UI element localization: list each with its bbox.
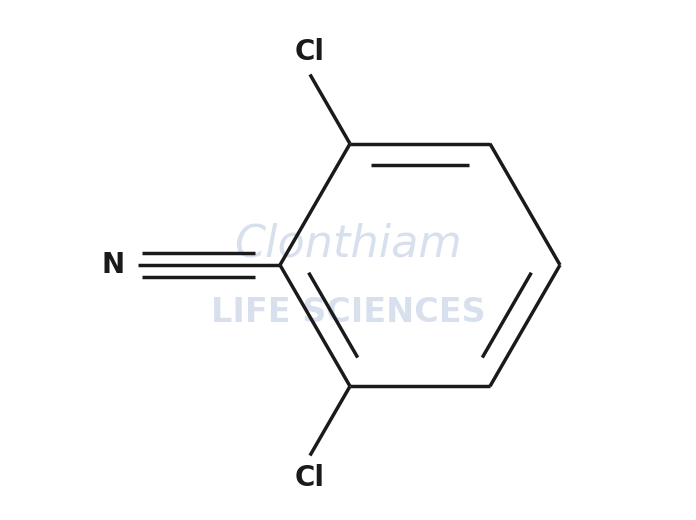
Text: Cl: Cl <box>295 38 325 67</box>
Text: LIFE SCIENCES: LIFE SCIENCES <box>211 295 485 329</box>
Text: Clonthiam: Clonthiam <box>234 223 462 266</box>
Text: Cl: Cl <box>295 463 325 491</box>
Text: N: N <box>102 251 125 279</box>
